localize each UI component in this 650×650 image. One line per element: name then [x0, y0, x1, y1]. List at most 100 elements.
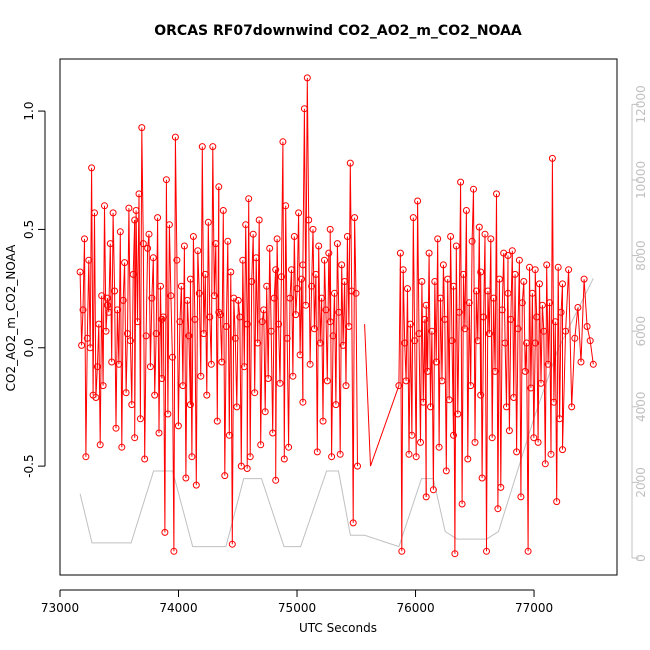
co2-point: [343, 233, 351, 240]
co2-point: [119, 296, 127, 304]
co2-point: [170, 547, 178, 555]
co2-line: [302, 77, 331, 452]
co2-point: [465, 299, 473, 307]
co2-point: [292, 311, 300, 319]
co2-point: [177, 282, 185, 290]
co2-point: [115, 360, 123, 368]
co2-point: [339, 341, 347, 349]
co2-point: [513, 448, 521, 456]
co2-point: [188, 453, 196, 461]
co2-point: [295, 209, 303, 217]
co2-point: [435, 443, 443, 451]
co2-point: [136, 415, 144, 423]
co2-point: [148, 294, 156, 302]
co2-point: [310, 325, 318, 333]
co2-point: [289, 372, 297, 380]
co2-point: [408, 431, 416, 439]
y-tick-label: 1.0: [22, 102, 36, 121]
co2-point: [326, 225, 334, 233]
co2-point: [437, 294, 444, 302]
co2-point: [441, 315, 449, 323]
co2-point: [191, 315, 199, 323]
co2-point: [551, 318, 559, 326]
co2-point: [490, 294, 498, 302]
co2-point: [237, 462, 245, 470]
co2-point: [298, 275, 305, 283]
co2-point: [102, 327, 110, 335]
co2-point: [481, 230, 489, 238]
co2-point: [91, 209, 98, 217]
co2-line: [534, 158, 563, 502]
co2-point: [121, 259, 129, 267]
co2-point: [234, 296, 242, 304]
co2-point: [498, 306, 506, 314]
co2-point: [78, 341, 86, 349]
co2-point: [431, 278, 439, 285]
co2-point: [434, 235, 442, 243]
co2-point: [470, 185, 477, 193]
co2-point: [342, 382, 350, 390]
co2-point: [447, 233, 455, 240]
co2-point: [526, 263, 533, 271]
co2-point: [164, 410, 172, 418]
co2-point: [318, 294, 326, 302]
co2-point: [224, 237, 232, 245]
co2-point: [448, 337, 456, 345]
co2-point: [176, 318, 184, 326]
co2-point: [125, 204, 133, 212]
co2-point: [425, 249, 433, 257]
co2-point: [86, 344, 94, 352]
co2-point: [126, 337, 134, 345]
co2-point: [206, 313, 214, 321]
co2-point: [589, 360, 597, 368]
co2-line: [507, 250, 536, 552]
co2-point: [218, 358, 226, 366]
co2-point: [198, 143, 206, 151]
co2-point: [131, 434, 139, 442]
co2-point: [557, 308, 565, 316]
co2-point: [185, 332, 193, 340]
co2-point: [149, 254, 157, 262]
co2-point: [167, 292, 175, 300]
co2-point: [335, 308, 343, 316]
co2-point: [487, 235, 495, 243]
co2-point: [402, 377, 410, 385]
co2-point: [406, 320, 414, 328]
co2-point: [93, 363, 101, 371]
co2-point: [538, 301, 546, 309]
co2-point: [204, 218, 212, 226]
y2-tick-label: 12000: [634, 85, 648, 123]
co2-point: [263, 282, 271, 290]
co2-point: [471, 438, 479, 446]
co2-point: [139, 240, 147, 248]
co2-point: [484, 287, 492, 295]
co2-point: [333, 240, 341, 248]
co2-point: [505, 427, 513, 435]
co2-line: [329, 163, 358, 523]
co2-point: [255, 216, 263, 224]
co2-point: [251, 389, 259, 397]
co2-point: [108, 358, 116, 366]
co2-point: [354, 462, 361, 470]
co2-point: [477, 268, 485, 276]
co2-point: [111, 287, 119, 295]
co2-point: [409, 214, 417, 222]
co2-point: [142, 332, 150, 340]
co2-point: [305, 216, 313, 224]
co2-point: [275, 320, 283, 328]
co2-point: [216, 311, 224, 319]
y-tick-label: 0.0: [22, 338, 36, 357]
co2-point: [439, 261, 447, 269]
co2-point: [266, 244, 274, 252]
co2-point: [352, 289, 360, 297]
co2-point: [583, 323, 591, 330]
co2-point: [414, 197, 422, 205]
y2-tick-label: 0: [634, 554, 648, 562]
co2-point: [273, 235, 281, 243]
co2-point: [315, 242, 323, 250]
co2-point: [279, 138, 287, 146]
co2-point: [518, 299, 526, 307]
co2-point: [553, 498, 561, 506]
co2-point: [429, 486, 437, 494]
co2-point: [285, 443, 293, 451]
